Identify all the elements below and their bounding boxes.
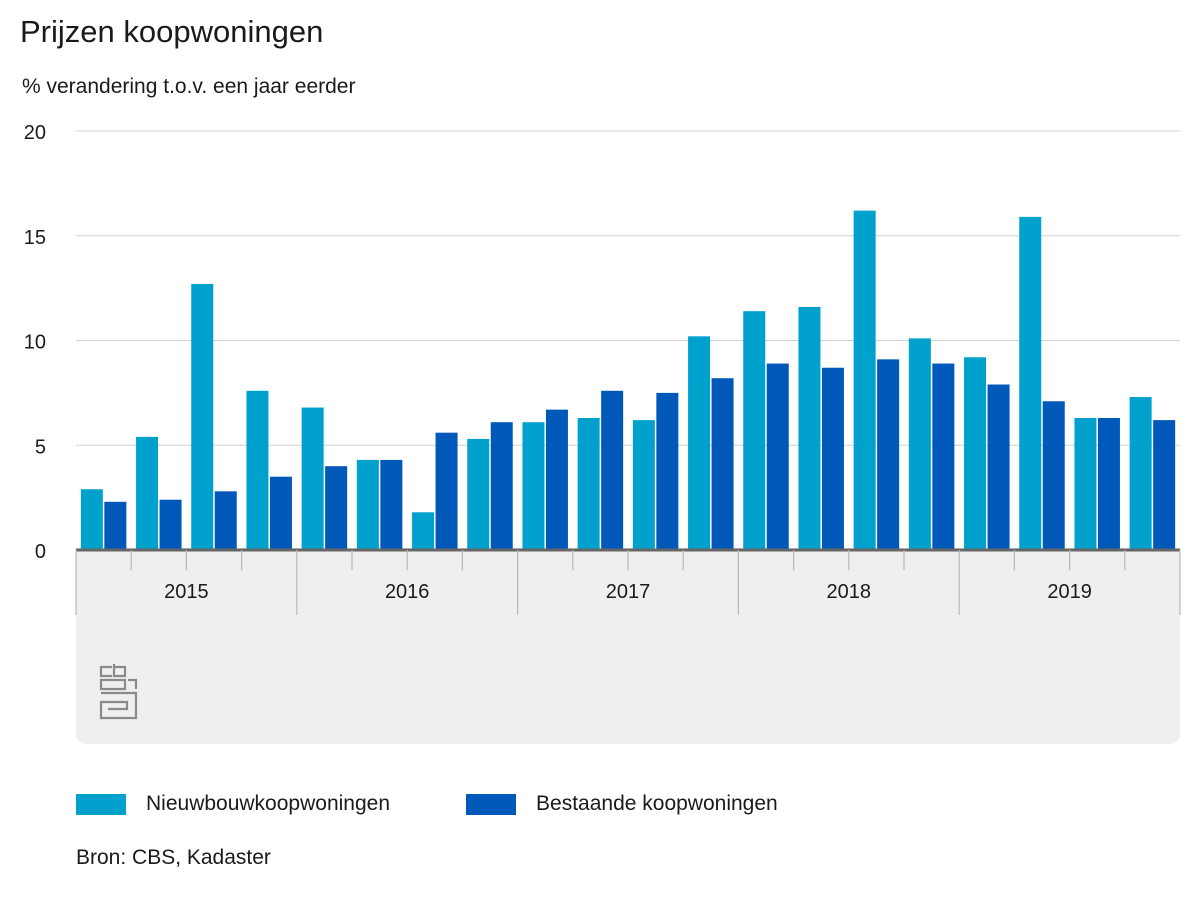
bar-nieuwbouw xyxy=(191,283,214,550)
cbs-logo-icon xyxy=(99,664,138,720)
bar-nieuwbouw xyxy=(577,418,600,550)
y-tick-label: 20 xyxy=(24,122,46,144)
bar-bestaande xyxy=(1153,420,1176,550)
legend-swatch-nieuwbouw xyxy=(76,793,126,815)
bar-bestaande xyxy=(601,390,624,550)
source-note: Bron: CBS, Kadaster xyxy=(76,846,271,869)
bar-bestaande xyxy=(987,384,1010,550)
y-axis-label: % verandering t.o.v. een jaar eerder xyxy=(22,75,356,98)
bar-chart: 0 5 10 15 20 2015 2016 2017 2018 2019 xyxy=(24,122,1181,744)
bar-nieuwbouw xyxy=(743,311,766,550)
bar-bestaande xyxy=(545,409,568,550)
bar-bestaande xyxy=(1097,418,1120,550)
bar-bestaande xyxy=(325,466,348,550)
bar-bestaande xyxy=(214,491,237,550)
legend-item-bestaande: Bestaande koopwoningen xyxy=(466,792,778,816)
bar-bestaande xyxy=(269,476,292,550)
bar-nieuwbouw xyxy=(301,407,324,550)
x-tick-label: 2017 xyxy=(606,581,651,603)
x-tick-label: 2015 xyxy=(164,581,209,603)
bar-bestaande xyxy=(435,432,458,550)
bar-bestaande xyxy=(159,499,182,550)
y-tick-label: 10 xyxy=(24,332,46,354)
bar-nieuwbouw xyxy=(632,420,655,550)
x-tick-label: 2018 xyxy=(827,581,872,603)
bar-nieuwbouw xyxy=(412,512,435,550)
x-axis: 2015 2016 2017 2018 2019 xyxy=(75,550,1181,615)
bar-nieuwbouw xyxy=(964,357,987,550)
legend-swatch-bestaande xyxy=(466,793,517,815)
x-tick-label: 2016 xyxy=(385,581,430,603)
bar-nieuwbouw xyxy=(1129,397,1152,550)
legend: Nieuwbouwkoopwoningen Bestaande koopwoni… xyxy=(76,792,854,816)
gridlines xyxy=(76,130,1180,446)
bar-nieuwbouw xyxy=(688,336,711,550)
bar-nieuwbouw xyxy=(80,489,103,550)
bar-bestaande xyxy=(380,459,403,550)
bars xyxy=(80,210,1176,551)
axis-band xyxy=(76,548,1180,744)
bar-nieuwbouw xyxy=(467,438,490,550)
bar-nieuwbouw xyxy=(1074,418,1097,550)
bar-bestaande xyxy=(766,363,789,550)
bar-bestaande xyxy=(711,378,734,550)
legend-label-bestaande: Bestaande koopwoningen xyxy=(536,792,778,815)
bar-nieuwbouw xyxy=(356,459,379,550)
bar-bestaande xyxy=(932,363,955,550)
legend-label-nieuwbouw: Nieuwbouwkoopwoningen xyxy=(146,792,391,815)
y-axis-ticks: 0 5 10 15 20 xyxy=(24,122,46,563)
bar-nieuwbouw xyxy=(798,306,821,550)
bar-nieuwbouw xyxy=(246,390,269,550)
bar-nieuwbouw xyxy=(1019,216,1042,550)
bar-nieuwbouw xyxy=(908,338,931,550)
x-tick-label: 2019 xyxy=(1047,581,1092,603)
chart-title: Prijzen koopwoningen xyxy=(20,14,324,49)
bar-bestaande xyxy=(104,501,127,550)
bar-bestaande xyxy=(1042,401,1065,550)
y-tick-label: 0 xyxy=(35,541,46,563)
bar-nieuwbouw xyxy=(136,436,159,550)
bar-bestaande xyxy=(821,367,844,550)
bar-nieuwbouw xyxy=(522,422,545,550)
bar-bestaande xyxy=(656,392,679,550)
bar-nieuwbouw xyxy=(853,210,876,551)
bar-bestaande xyxy=(490,422,513,550)
bar-bestaande xyxy=(877,359,900,550)
y-tick-label: 5 xyxy=(35,436,46,458)
y-tick-label: 15 xyxy=(24,227,46,249)
legend-item-nieuwbouw: Nieuwbouwkoopwoningen xyxy=(76,792,390,816)
